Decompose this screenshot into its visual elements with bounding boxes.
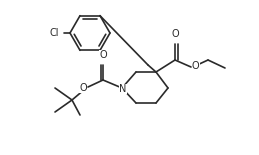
Text: O: O (171, 29, 179, 39)
Text: O: O (192, 61, 200, 71)
Text: O: O (79, 83, 87, 93)
Text: Cl: Cl (49, 28, 59, 38)
Text: O: O (99, 50, 107, 60)
Text: N: N (119, 84, 127, 94)
